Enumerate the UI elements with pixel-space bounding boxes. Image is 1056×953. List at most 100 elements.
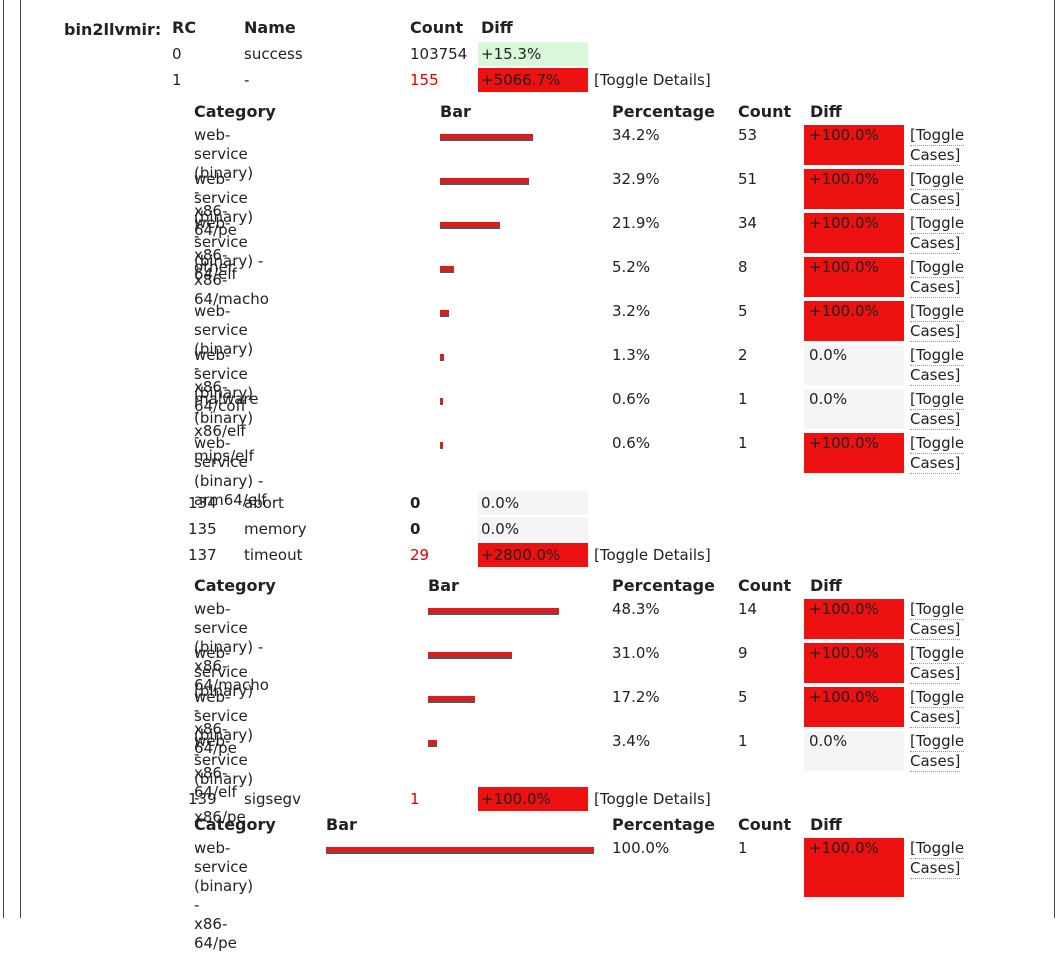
count-value: 1 [738,732,748,750]
percentage-value: 21.9% [612,214,660,232]
percentage-value: 48.3% [612,600,660,618]
diff-value: +100.0% [804,838,904,897]
percentage-value: 1.3% [612,346,651,364]
percentage-bar [440,442,443,449]
toggle-details-link[interactable]: [Toggle Details] [594,546,711,564]
category-label-line: (binary) - [194,877,254,914]
percentage-bar [440,222,500,229]
diff-value: +2800.0% [478,543,588,567]
category-label-line: x86-64/pe [194,720,237,757]
header-diff: Diff [810,815,842,834]
diff-value: 0.0% [478,491,588,515]
percentage-value: 31.0% [612,644,660,662]
category-label: web-service (binary) - arm64/elf [194,434,267,510]
category-label: web-service (binary) - x86-64/pe [194,644,253,758]
table-row: 135 memory 0 0.0% [188,517,608,541]
right-border [1054,0,1055,918]
category-label-line: web-service (binary) - [194,644,254,719]
toggle-cases-link[interactable]: [Toggle Cases] [910,258,965,298]
percentage-bar [440,354,444,361]
diff-value: 0.0% [804,731,904,771]
toggle-cases-line: [Toggle [910,600,965,620]
toggle-cases-link[interactable]: [Toggle Cases] [910,644,965,684]
count-value: 53 [738,126,758,144]
category-label: web-service (binary) - x86/pe [194,732,253,827]
toggle-cases-link[interactable]: [Toggle Cases] [910,434,965,474]
category-label: web-service (binary) - x86-64/pe [194,839,253,953]
header-category: Category [194,815,276,834]
rc-value: 134 [188,494,217,512]
table-row: 1 - 155 +5066.7% [Toggle Details] [172,68,772,92]
toggle-cases-link[interactable]: [Toggle Cases] [910,732,965,772]
name-value: success [244,45,303,63]
count-value: 34 [738,214,758,232]
header-percentage: Percentage [612,576,715,595]
category-label: web-service (binary) - x86-64/elf [194,170,253,284]
rc-value: 1 [172,71,182,89]
count-value: 103754 [410,45,468,63]
toggle-details-link[interactable]: [Toggle Details] [594,71,711,89]
percentage-bar [440,310,449,317]
diff-value: +5066.7% [478,68,588,92]
toggle-cases-link[interactable]: [Toggle Cases] [910,390,965,430]
category-label: web-service (binary) - x86-64/macho [194,600,269,695]
header-rc: RC [172,18,197,37]
toggle-cases-line: [Toggle [910,732,965,752]
table-row: 0 success 103754 +15.3% [172,42,602,66]
category-label-line: x86-64/pe [194,202,237,239]
toggle-cases-line: [Toggle [910,126,965,146]
left-border [3,0,4,918]
toggle-cases-line: Cases] [910,366,961,386]
name-value: timeout [244,546,303,564]
toggle-cases-link[interactable]: [Toggle Cases] [910,839,965,879]
toggle-details-link[interactable]: [Toggle Details] [594,790,711,808]
diff-value: 0.0% [478,517,588,541]
category-label: web-service (binary) - x86/elf [194,346,253,441]
percentage-value: 5.2% [612,258,651,276]
toggle-cases-line: [Toggle [910,170,965,190]
toggle-cases-line: [Toggle [910,434,965,454]
toggle-cases-link[interactable]: [Toggle Cases] [910,126,965,166]
rc-value: 137 [188,546,217,564]
category-label-line: web-service (binary) - [194,600,264,656]
header-bar: Bar [428,576,459,595]
toggle-cases-line: [Toggle [910,258,965,278]
toggle-cases-line: [Toggle [910,839,965,859]
category-label-line: x86/elf [194,422,246,440]
toggle-cases-line: Cases] [910,620,961,640]
table-row: 139 sigsegv 1 +100.0% [Toggle Details] [188,787,788,811]
diff-value: +100.0% [804,169,904,209]
toggle-cases-link[interactable]: [Toggle Cases] [910,346,965,386]
toggle-cases-line: Cases] [910,410,961,430]
diff-value: +100.0% [804,257,904,297]
toggle-cases-line: Cases] [910,234,961,254]
diff-value: +100.0% [478,787,588,811]
header-percentage: Percentage [612,102,715,121]
table-row: 137 timeout 29 +2800.0% [Toggle Details] [188,543,788,567]
count-value: 0 [410,520,421,538]
percentage-value: 17.2% [612,688,660,706]
diff-value: +100.0% [804,213,904,253]
category-label: web-service (binary) - x86-64/coff [194,302,253,416]
percentage-value: 32.9% [612,170,660,188]
toggle-cases-link[interactable]: [Toggle Cases] [910,688,965,728]
toggle-cases-line: Cases] [910,322,961,342]
diff-value: 0.0% [804,389,904,429]
toggle-cases-line: Cases] [910,146,961,166]
toggle-cases-link[interactable]: [Toggle Cases] [910,214,965,254]
diff-value: +100.0% [804,301,904,341]
category-label-line: web-service (binary) - [194,214,264,270]
name-value: abort [244,494,284,512]
percentage-value: 34.2% [612,126,660,144]
toggle-cases-link[interactable]: [Toggle Cases] [910,600,965,640]
rc-value: 135 [188,520,217,538]
toggle-cases-link[interactable]: [Toggle Cases] [910,302,965,342]
percentage-bar [440,178,529,185]
category-label-line: web-service (binary) - [194,302,254,377]
percentage-value: 3.4% [612,732,651,750]
count-value: 9 [738,644,748,662]
toggle-cases-link[interactable]: [Toggle Cases] [910,170,965,210]
category-label: other [194,258,234,277]
category-label-line: x86-64/pe [194,915,237,952]
percentage-bar [428,608,559,615]
